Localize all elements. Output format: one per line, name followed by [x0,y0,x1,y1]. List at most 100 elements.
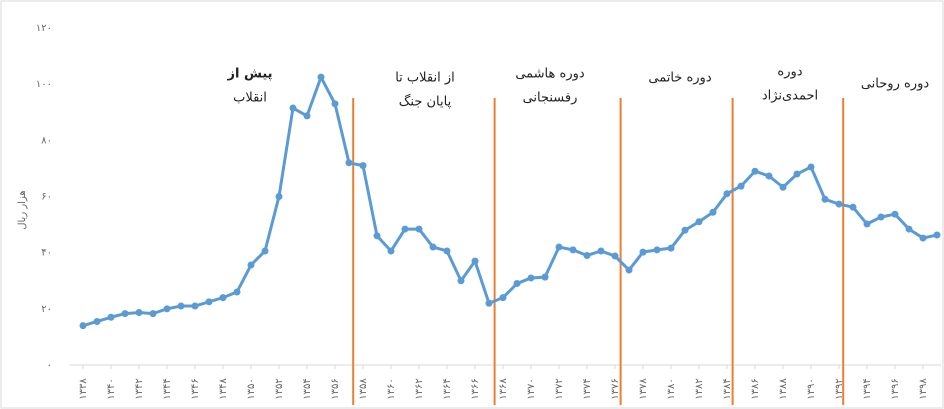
data-point [808,164,815,171]
frame [1,1,943,408]
period-label: دوره خاتمی [648,71,711,86]
x-tick-label: ۱۳۷۶ [610,378,621,399]
x-tick-label: ۱۳۶۲ [414,378,425,399]
data-point [836,201,843,208]
data-point [94,318,101,325]
data-point [122,310,129,317]
y-tick-label: ۶۰ [41,192,52,203]
data-point [304,112,311,119]
x-tick-label: ۱۳۵۲ [274,378,285,399]
chart: هزار ریال ۰۲۰۴۰۶۰۸۰۱۰۰۱۲۰۱۳۳۸۱۳۴۰۱۳۴۲۱۳۴… [0,0,944,409]
x-tick-label: ۱۳۸۲ [694,378,705,399]
data-point [374,232,381,239]
y-tick-label: ۸۰ [41,135,52,146]
y-tick-label: ۱۰۰ [36,79,52,90]
x-tick-label: ۱۳۷۰ [526,378,537,399]
data-point [570,246,577,253]
period-label: پایان جنگ [399,94,452,110]
x-tick-label: ۱۳۹۴ [862,378,873,399]
data-point [500,294,507,301]
data-point [864,221,871,228]
data-point [290,105,297,112]
data-point [220,294,227,301]
data-point [598,247,605,254]
data-point [752,168,759,175]
x-tick-label: ۱۳۵۶ [330,378,341,399]
data-point [472,258,479,265]
data-point [458,277,465,284]
y-tick-label: ۱۲۰ [36,23,52,34]
period-label: از انقلاب تا [395,71,455,86]
data-point [388,247,395,254]
x-tick-label: ۱۳۸۶ [750,378,761,399]
data-point [486,300,493,307]
x-tick-label: ۱۳۳۸ [78,378,89,400]
x-tick-label: ۱۳۶۴ [442,378,453,399]
x-tick-label: ۱۳۷۴ [582,378,593,399]
x-tick-label: ۱۳۴۴ [162,378,173,399]
data-point [360,162,367,169]
page: هزار ریال ۰۲۰۴۰۶۰۸۰۱۰۰۱۲۰۱۳۳۸۱۳۴۰۱۳۴۲۱۳۴… [0,0,944,409]
data-point [206,298,213,305]
x-tick-label: ۱۳۸۸ [778,378,789,400]
data-point [584,252,591,259]
data-point [262,247,269,254]
data-point [528,274,535,281]
x-tick-label: ۱۳۴۸ [218,378,229,400]
x-tick-label: ۱۳۸۰ [666,378,677,399]
data-point [108,314,115,321]
data-point [892,211,899,218]
x-tick-label: ۱۳۷۲ [554,378,565,399]
x-tick-label: ۱۳۹۸ [918,378,929,400]
data-point [150,310,157,317]
x-tick-label: ۱۳۵۰ [246,378,257,399]
data-point [514,280,521,287]
period-label: رفسنجانی [523,91,578,106]
data-point [402,226,409,233]
data-point [906,226,913,233]
data-point [878,214,885,221]
data-point [192,303,199,310]
data-point [710,209,717,216]
data-point [612,253,619,260]
x-tick-label: ۱۳۴۶ [190,378,201,399]
data-point [178,303,185,310]
data-point [80,322,87,329]
data-point [654,246,661,253]
x-tick-label: ۱۳۶۶ [470,378,481,399]
data-point [822,196,829,203]
period-label: پیش از [226,67,272,82]
data-point [766,172,773,179]
data-point [850,204,857,211]
data-point [668,245,675,252]
x-tick-label: ۱۳۶۰ [386,378,397,399]
data-point [164,305,171,312]
period-label: دوره روحانی [861,77,930,92]
data-point [724,190,731,197]
data-point [542,274,549,281]
data-point [346,159,353,166]
data-point [332,100,339,107]
data-point [934,231,941,238]
x-tick-label: ۱۳۵۸ [358,378,369,400]
period-label: احمدی‌نژاد [762,89,818,104]
data-point [444,247,451,254]
data-point [416,226,423,233]
data-point [136,309,143,316]
data-point [696,218,703,225]
y-tick-label: ۲۰ [41,304,52,315]
period-label: دوره هاشمی [515,67,585,82]
data-point [738,183,745,190]
data-point [276,193,283,200]
data-point [920,235,927,242]
x-tick-label: ۱۳۶۸ [498,378,509,400]
period-label: انقلاب [233,91,267,106]
y-tick-label: ۰ [47,360,52,371]
x-tick-label: ۱۳۷۸ [638,378,649,400]
period-label: دوره [777,65,802,80]
x-tick-label: ۱۳۸۴ [722,378,733,399]
data-point [430,244,437,251]
x-tick-label: ۱۳۴۲ [134,378,145,399]
y-axis-label: هزار ریال [17,190,28,230]
data-point [248,262,255,269]
